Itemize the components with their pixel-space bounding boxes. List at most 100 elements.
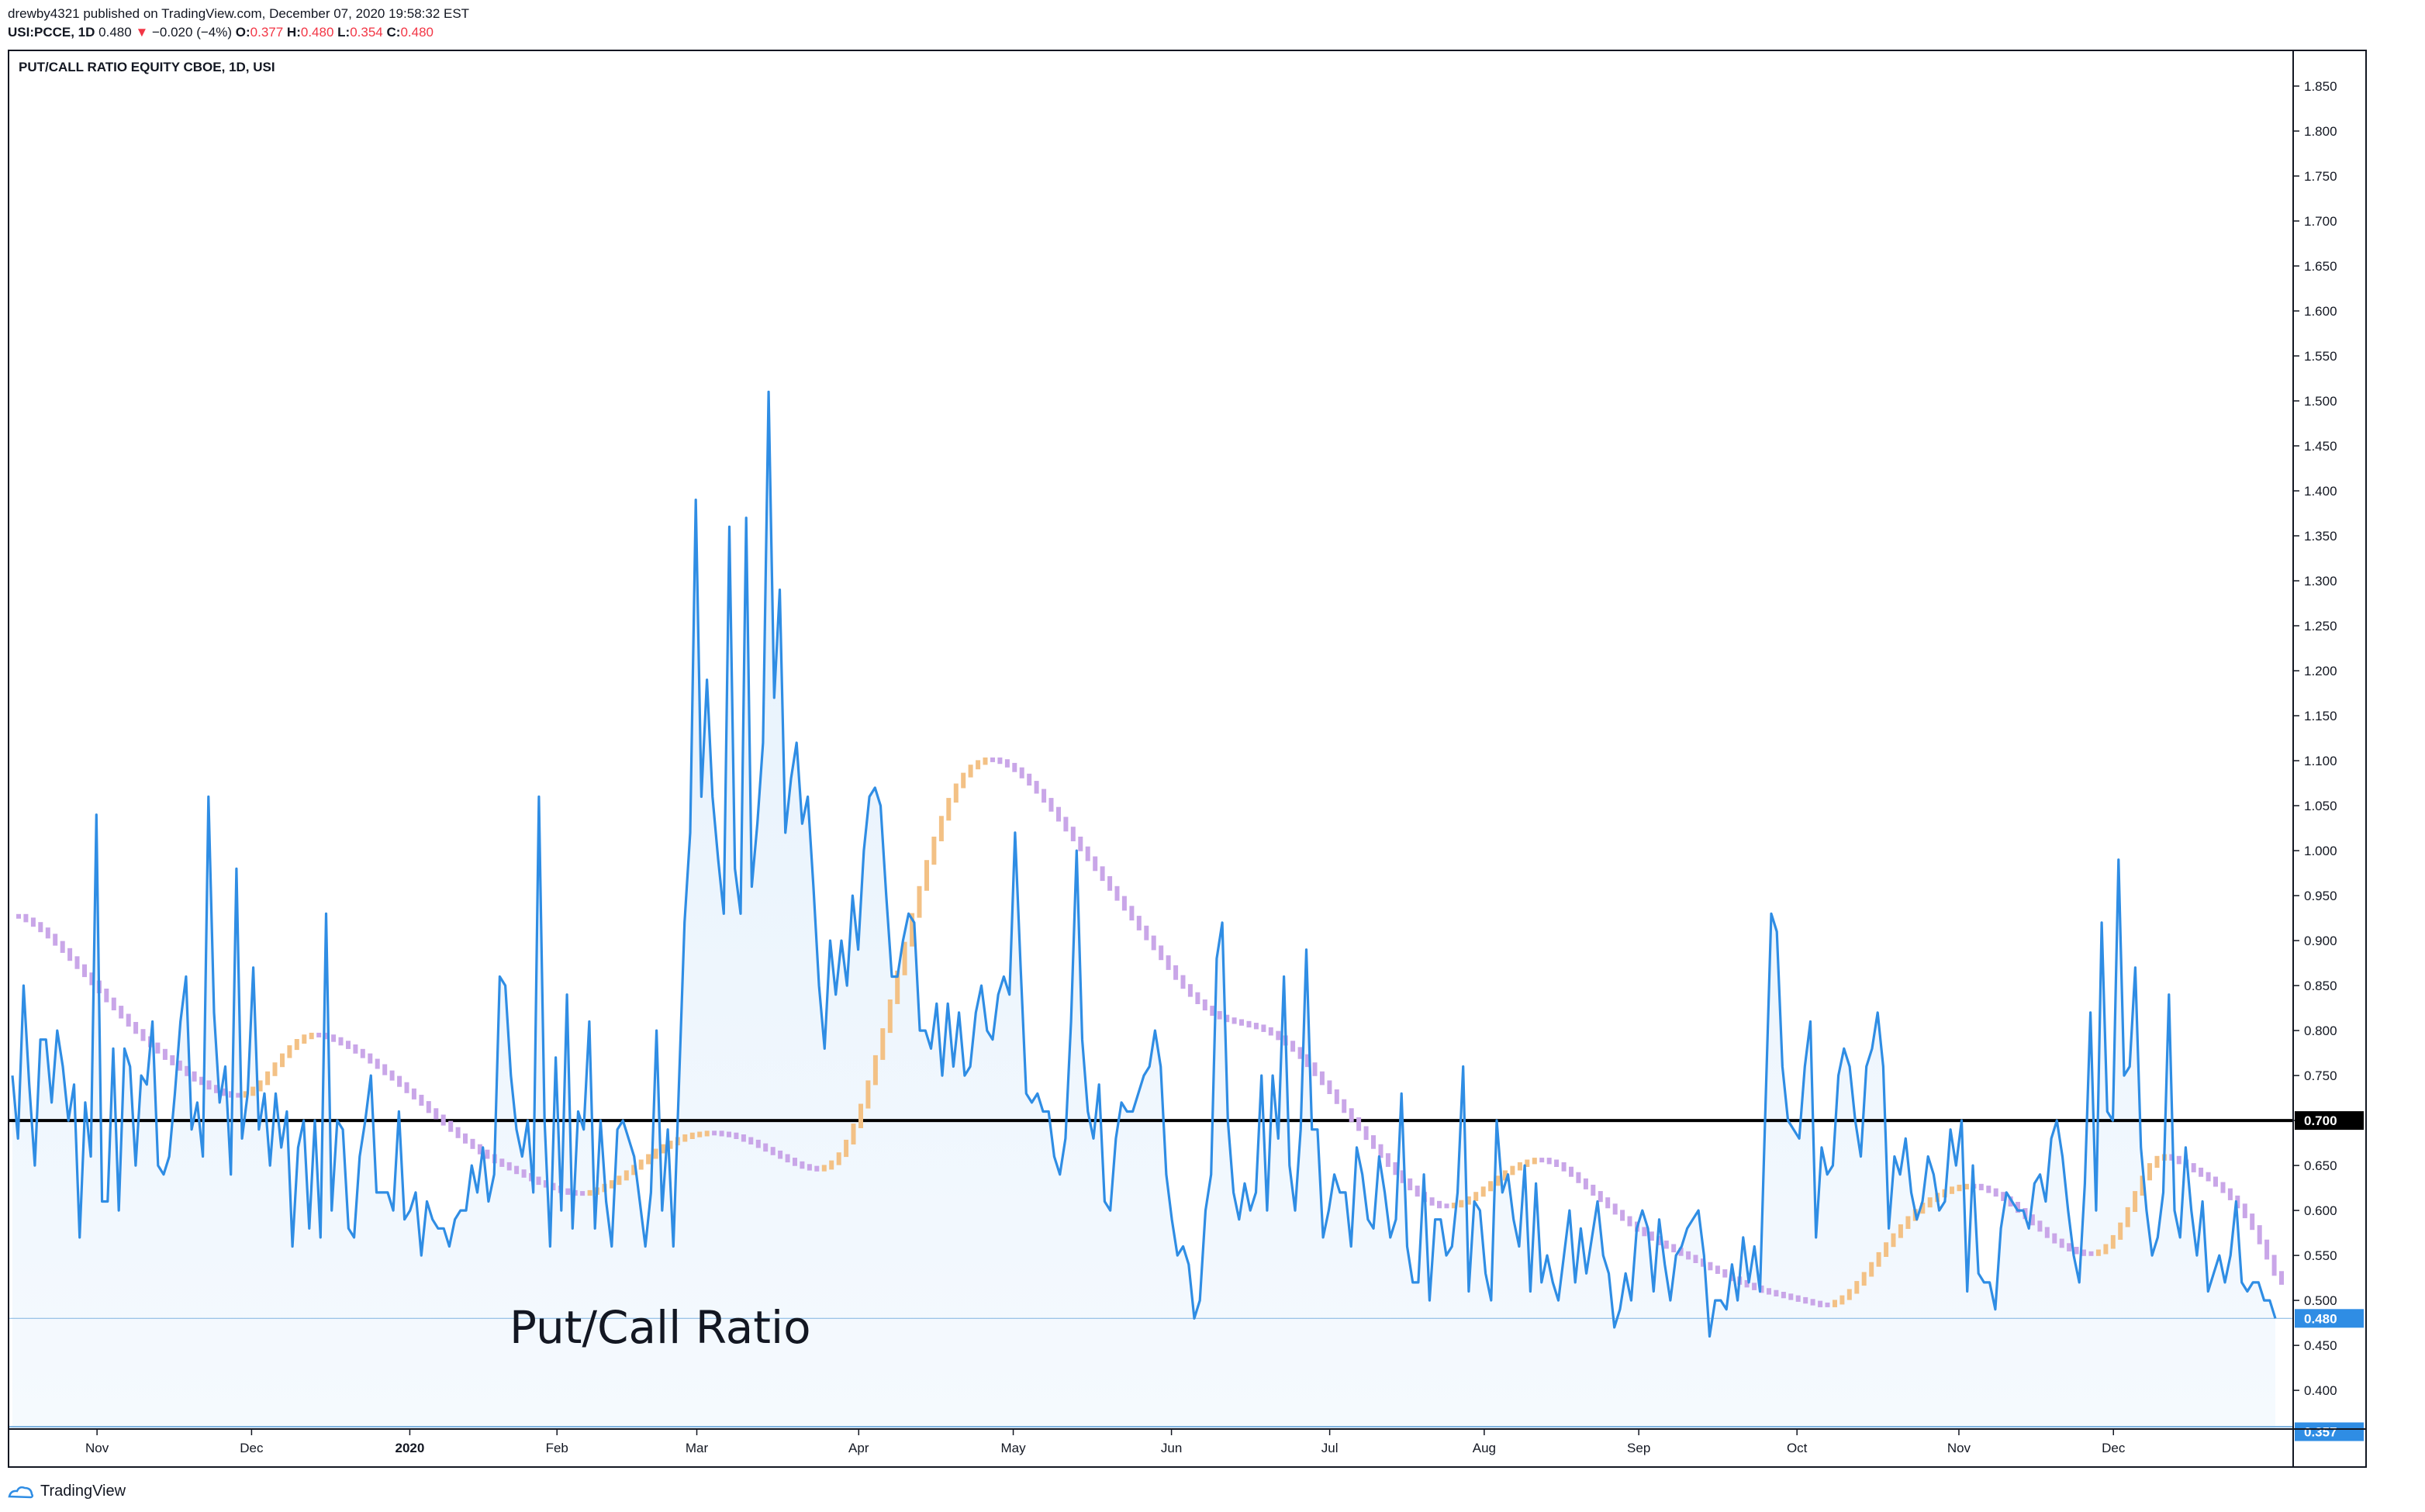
ma-segment <box>961 772 966 789</box>
ma-segment <box>1408 1178 1413 1191</box>
ma-segment <box>2052 1233 2057 1244</box>
ma-segment <box>1869 1262 1874 1277</box>
ma-segment <box>455 1127 461 1138</box>
ma-segment <box>1107 876 1113 891</box>
ma-segment <box>976 760 981 770</box>
ma-segment <box>1297 1047 1303 1059</box>
ma-segment <box>1231 1017 1237 1024</box>
ma-segment <box>133 1022 139 1034</box>
chart-svg[interactable]: PUT/CALL RATIO EQUITY CBOE, 1D, USI 0.40… <box>9 51 2365 1466</box>
ma-segment <box>1195 992 1200 1004</box>
ma-segment <box>2133 1191 2138 1212</box>
ma-segment <box>1663 1240 1669 1249</box>
ma-segment <box>2044 1227 2050 1238</box>
x-tick-label: Nov <box>1947 1441 1971 1455</box>
ma-segment <box>2250 1213 2255 1231</box>
ma-segment <box>1767 1288 1771 1295</box>
ma-segment <box>170 1055 175 1065</box>
high-value: 0.480 <box>300 25 334 40</box>
ma-segment <box>938 816 944 841</box>
ma-segment <box>1759 1285 1764 1293</box>
ma-segment <box>521 1169 527 1178</box>
ma-segment <box>1393 1162 1398 1175</box>
ma-segment <box>741 1134 746 1142</box>
ma-segment <box>38 922 43 933</box>
put-call-ratio-line[interactable] <box>11 390 2277 1338</box>
ma-segment <box>1100 866 1105 882</box>
ma-segment <box>1451 1203 1456 1209</box>
ma-segment <box>1525 1159 1530 1167</box>
x-tick-label: Nov <box>85 1441 109 1455</box>
ma-segment <box>316 1032 322 1037</box>
ma-segment <box>1180 975 1186 989</box>
ma-segment <box>1569 1166 1573 1177</box>
ma-segment <box>2257 1225 2262 1244</box>
ma-segment <box>1480 1186 1486 1197</box>
ma-segment <box>272 1062 278 1076</box>
y-tick-label: 1.850 <box>2304 79 2337 94</box>
ma-segment <box>2095 1249 2101 1256</box>
last-price-label: 0.480 <box>2304 1311 2337 1326</box>
ma-segment <box>1891 1233 1896 1248</box>
ma-segment <box>793 1158 797 1166</box>
ma-segment <box>1876 1251 1881 1267</box>
ma-segment <box>1144 925 1149 941</box>
ma-segment <box>1781 1292 1786 1299</box>
ma-segment <box>1473 1192 1479 1201</box>
ma-segment <box>1744 1279 1750 1288</box>
y-tick-label: 1.400 <box>2304 484 2337 499</box>
ma-segment <box>1561 1162 1567 1172</box>
ma-segment <box>1063 816 1069 832</box>
ma-segment <box>1898 1224 1903 1238</box>
high-label: H: <box>286 25 301 40</box>
y-tick-label: 1.150 <box>2304 709 2337 723</box>
ma-segment <box>2176 1155 2181 1165</box>
ma-segment <box>375 1058 380 1069</box>
ma-segment <box>1539 1158 1545 1163</box>
y-tick-label: 1.500 <box>2304 394 2337 409</box>
ma-segment <box>887 999 893 1034</box>
ma-segment <box>2235 1195 2240 1209</box>
ma-segment <box>1927 1197 1933 1208</box>
ma-segment <box>1591 1184 1596 1196</box>
ma-segment <box>872 1055 878 1086</box>
ma-segment <box>2191 1163 2196 1172</box>
y-tick-label: 0.900 <box>2304 934 2337 948</box>
ma-segment <box>1818 1300 1823 1307</box>
x-tick-label: Jun <box>1161 1441 1182 1455</box>
ma-segment <box>2125 1206 2130 1227</box>
ma-segment <box>704 1131 710 1137</box>
ma-segment <box>1327 1080 1332 1094</box>
ma-segment <box>646 1154 651 1165</box>
ma-segment <box>697 1131 703 1137</box>
ma-segment <box>1217 1011 1222 1020</box>
ma-segment <box>353 1044 358 1054</box>
ma-segment <box>1400 1170 1405 1183</box>
tradingview-cloud-icon[interactable] <box>8 1484 34 1500</box>
ma-segment <box>1466 1196 1471 1205</box>
ma-segment <box>82 964 87 978</box>
ma-segment <box>16 913 21 919</box>
y-tick-label: 1.200 <box>2304 664 2337 678</box>
ma-segment <box>162 1048 168 1060</box>
ma-segment <box>2118 1222 2123 1240</box>
ma-segment <box>1187 984 1193 997</box>
ma-segment <box>931 837 937 865</box>
ma-segment <box>1884 1242 1889 1257</box>
y-tick-label: 1.550 <box>2304 349 2337 364</box>
ma-segment <box>902 941 907 975</box>
y-tick-label: 0.500 <box>2304 1293 2337 1308</box>
ma-segment <box>477 1144 482 1155</box>
ma-segment <box>895 970 900 1004</box>
brand-label[interactable]: TradingView <box>40 1483 126 1500</box>
x-tick-label: Apr <box>848 1441 869 1455</box>
ma-segment <box>463 1133 468 1144</box>
y-tick-label: 0.400 <box>2304 1383 2337 1398</box>
ma-segment <box>748 1137 754 1144</box>
y-tick-label: 1.000 <box>2304 844 2337 858</box>
ma-segment <box>331 1034 337 1042</box>
ma-segment <box>265 1071 271 1086</box>
chart-pane[interactable]: PUT/CALL RATIO EQUITY CBOE, 1D, USI 0.40… <box>8 50 2367 1468</box>
ma-segment <box>1854 1281 1860 1294</box>
ma-segment <box>2227 1188 2233 1200</box>
